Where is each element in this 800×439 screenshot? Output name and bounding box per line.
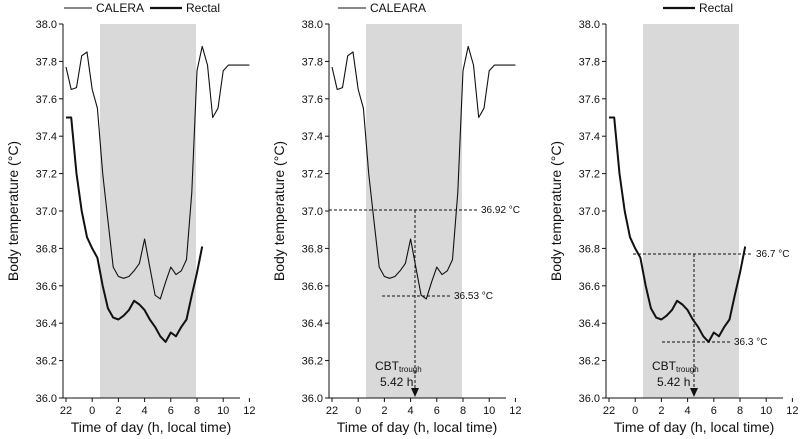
- x-tick-label: 2: [381, 405, 387, 417]
- y-tick-label: 37.6: [302, 94, 323, 106]
- y-tick-label: 37.6: [579, 94, 600, 106]
- y-tick-label: 37.8: [579, 56, 600, 68]
- x-tick-label: 22: [326, 405, 338, 417]
- x-tick-label: 10: [760, 405, 772, 417]
- y-tick-label: 37.2: [36, 169, 57, 181]
- y-tick-label: 37.4: [579, 131, 600, 143]
- panel-right: 36.0 36.2 36.4 36.6 36.8 37.0 37.2 37.4 37.6 37.8…: [548, 1, 799, 435]
- x-tick-label: 4: [142, 405, 148, 417]
- series-lines: [331, 45, 516, 300]
- cbt-trough-arrow: [411, 388, 419, 397]
- y-tick-label: 37.0: [302, 206, 323, 218]
- y-tick-label: 36.0: [579, 393, 600, 405]
- y-ticks: 36.0 36.2 36.4 36.6 36.8 37.0 37.2 37.4 37.6 37.8…: [302, 19, 329, 405]
- x-tick-label: 22: [603, 405, 615, 417]
- series-line-caleara: [331, 45, 516, 300]
- y-tick-label: 36.2: [36, 356, 57, 368]
- sleep-shade: [100, 24, 196, 398]
- series-line-rectal: [609, 116, 747, 343]
- panel-left: 36.0 36.2 36.4 36.6 36.8 37.0 37.2 37.4 37.6 37.8…: [5, 1, 256, 435]
- y-tick-label: 36.8: [579, 243, 600, 255]
- y-tick-label: 36.4: [36, 318, 57, 330]
- y-tick-label: 36.0: [36, 393, 57, 405]
- x-tick-label: 4: [685, 405, 691, 417]
- cbt-trough-label: CBTtrough: [375, 359, 422, 374]
- x-tick-label: 22: [60, 405, 72, 417]
- cbt-trough-time: 5.42 h: [657, 375, 690, 389]
- max-annotation: 36.7 °C: [756, 249, 789, 260]
- cbt-trough-arrow: [690, 388, 698, 397]
- min-annotation: 36.3 °C: [734, 337, 767, 348]
- min-annotation: 36.53 °C: [454, 291, 493, 302]
- cbt-trough-label: CBTtrough: [652, 359, 699, 374]
- x-tick-label: 8: [194, 405, 200, 417]
- x-tick-label: 12: [786, 405, 798, 417]
- cbt-trough-time: 5.42 h: [380, 375, 413, 389]
- y-tick-label: 36.0: [302, 393, 323, 405]
- x-ticks: 22 0 2 4 6 8 10 12: [603, 398, 799, 417]
- x-tick-label: 6: [168, 405, 174, 417]
- series-lines: [609, 116, 747, 343]
- x-axis-label: Time of day (h, local time): [71, 419, 232, 435]
- y-tick-label: 37.4: [36, 131, 57, 143]
- x-tick-label: 2: [658, 405, 664, 417]
- x-tick-label: 8: [737, 405, 743, 417]
- y-tick-label: 38.0: [579, 19, 600, 31]
- x-ticks: 22 0 2 4 6 8 10 12: [326, 398, 522, 417]
- series-lines: [65, 45, 250, 343]
- x-axis-label: Time of day (h, local time): [337, 419, 498, 435]
- y-tick-label: 38.0: [36, 19, 57, 31]
- x-tick-label: 12: [509, 405, 521, 417]
- y-tick-label: 36.6: [579, 281, 600, 293]
- y-ticks: 36.0 36.2 36.4 36.6 36.8 37.0 37.2 37.4 37.6 37.8…: [36, 19, 63, 405]
- x-tick-label: 6: [434, 405, 440, 417]
- series-line-rectal: [66, 116, 204, 343]
- panel-middle: 36.0 36.2 36.4 36.6 36.8 37.0 37.2 37.4 37.6 37.8…: [271, 1, 522, 435]
- x-tick-label: 0: [632, 405, 638, 417]
- y-tick-label: 36.6: [302, 281, 323, 293]
- sleep-shade: [366, 24, 462, 398]
- y-axis-label: Body temperature (°C): [548, 141, 564, 281]
- x-tick-label: 4: [408, 405, 414, 417]
- y-tick-label: 37.0: [36, 206, 57, 218]
- y-tick-label: 37.6: [36, 94, 57, 106]
- y-tick-label: 37.8: [302, 56, 323, 68]
- legend-label-rectal: Rectal: [186, 1, 220, 15]
- y-tick-label: 36.6: [36, 281, 57, 293]
- legend-label-rectal: Rectal: [699, 1, 733, 15]
- x-tick-label: 0: [355, 405, 361, 417]
- max-annotation: 36.92 °C: [481, 205, 520, 216]
- y-tick-label: 36.2: [579, 356, 600, 368]
- x-tick-label: 8: [460, 405, 466, 417]
- x-ticks: 22 0 2 4 6 8 10 12: [60, 398, 256, 417]
- y-tick-label: 36.8: [36, 243, 57, 255]
- y-tick-label: 37.8: [36, 56, 57, 68]
- y-tick-label: 37.4: [302, 131, 323, 143]
- series-line-calera: [65, 45, 250, 300]
- y-tick-label: 36.4: [579, 318, 600, 330]
- y-tick-label: 37.0: [579, 206, 600, 218]
- x-tick-label: 10: [217, 405, 229, 417]
- x-tick-label: 6: [711, 405, 717, 417]
- legend-label-calera: CALERA: [96, 1, 144, 15]
- y-tick-label: 37.2: [302, 169, 323, 181]
- sleep-shade: [643, 24, 739, 398]
- y-axis-label: Body temperature (°C): [271, 141, 287, 281]
- y-axis-label: Body temperature (°C): [5, 141, 21, 281]
- y-tick-label: 37.2: [579, 169, 600, 181]
- x-tick-label: 2: [115, 405, 121, 417]
- x-tick-label: 0: [89, 405, 95, 417]
- x-tick-label: 12: [243, 405, 255, 417]
- y-tick-label: 36.8: [302, 243, 323, 255]
- y-tick-label: 36.2: [302, 356, 323, 368]
- x-tick-label: 10: [483, 405, 495, 417]
- legend-label-caleara: CALEARA: [370, 1, 426, 15]
- y-tick-label: 38.0: [302, 19, 323, 31]
- y-tick-label: 36.4: [302, 318, 323, 330]
- x-axis-label: Time of day (h, local time): [614, 419, 775, 435]
- y-ticks: 36.0 36.2 36.4 36.6 36.8 37.0 37.2 37.4 37.6 37.8…: [579, 19, 606, 405]
